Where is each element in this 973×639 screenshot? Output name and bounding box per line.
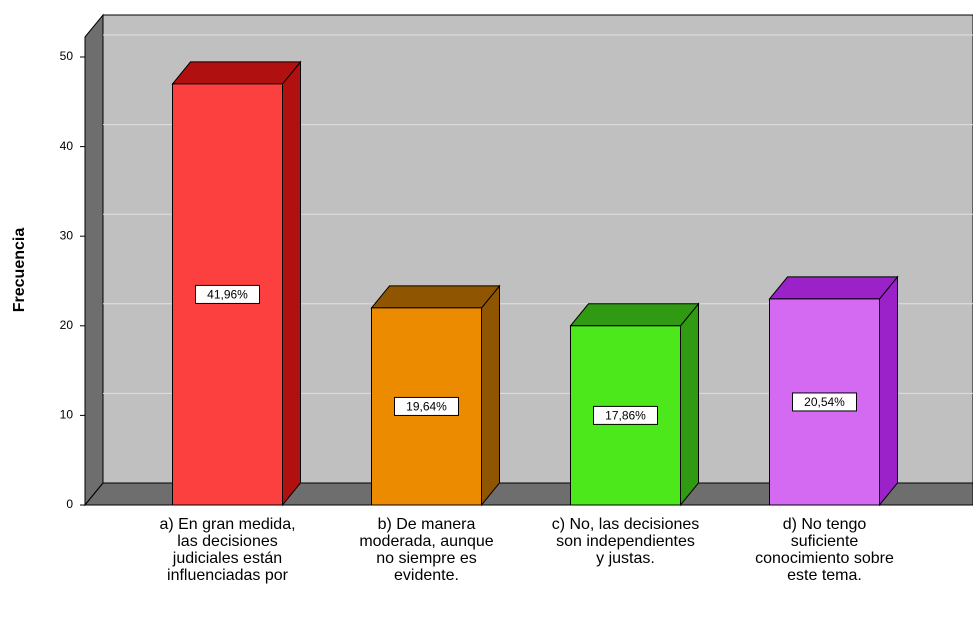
bar-top (768, 276, 899, 300)
bar-side (879, 275, 898, 507)
data-label: 41,96% (207, 288, 248, 302)
data-label-box (195, 284, 260, 304)
y-tick-label: 0 (66, 497, 73, 511)
x-tick-label: b) De manera moderada, aunque no siempre… (359, 516, 494, 584)
y-tick-label: 50 (60, 49, 74, 63)
data-label-box (593, 405, 658, 425)
x-tick-label: c) No, las decisiones son independientes… (551, 516, 700, 567)
y-tick-label: 10 (60, 408, 74, 422)
bar-side (680, 302, 699, 507)
bar-top (569, 303, 700, 327)
x-tick-label: a) En gran medida, las decisiones judici… (159, 516, 296, 584)
bar-side (481, 284, 500, 507)
y-axis-title: Frecuencia (11, 228, 28, 313)
y-tick-label: 20 (60, 318, 74, 332)
x-tick-label: d) No tengo suficiente conocimiento sobr… (755, 516, 894, 584)
bar-top (171, 61, 302, 85)
data-label: 19,64% (406, 400, 447, 414)
data-label-box (394, 396, 459, 416)
left-wall (84, 13, 104, 507)
data-label: 17,86% (605, 409, 646, 423)
y-tick-label: 30 (60, 228, 74, 242)
data-label: 20,54% (804, 395, 845, 409)
bar-top (370, 285, 501, 309)
data-label-box (792, 392, 857, 412)
bar-side (282, 60, 301, 507)
y-tick-label: 40 (60, 139, 74, 153)
